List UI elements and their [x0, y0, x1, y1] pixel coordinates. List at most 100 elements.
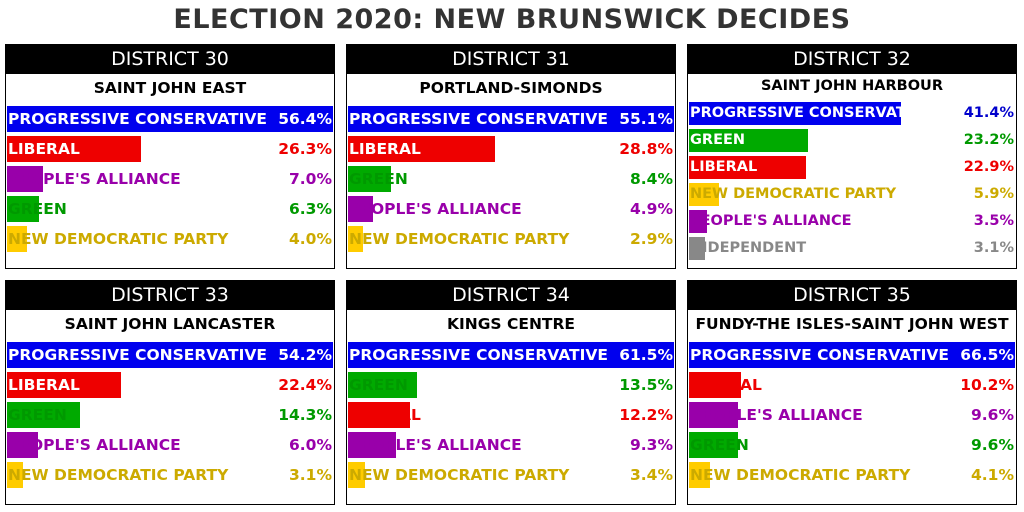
district-panel: DISTRICT 34 KINGS CENTRE PROGRESSIVE CONSE…: [346, 280, 676, 505]
result-bar: [348, 342, 674, 368]
result-bar: [689, 156, 806, 179]
party-label: GREEN: [8, 406, 67, 424]
district-number: DISTRICT 34: [347, 281, 675, 310]
party-label: NEW DEMOCRATIC PARTY: [690, 466, 911, 484]
district-number: DISTRICT 32: [688, 45, 1016, 74]
party-percentage: 10.2%: [960, 376, 1014, 394]
party-percentage: 61.5%: [619, 346, 673, 364]
party-percentage: 4.0%: [289, 230, 332, 248]
result-bar: [689, 210, 707, 233]
result-bar: [689, 129, 808, 152]
party-percentage: 28.8%: [619, 140, 673, 158]
party-percentage: 66.5%: [960, 346, 1014, 364]
result-row: PEOPLE'S ALLIANCE 3.5%: [688, 210, 1016, 233]
result-bar: [689, 102, 901, 125]
party-label: PEOPLE'S ALLIANCE: [690, 213, 852, 229]
party-percentage: 4.1%: [971, 466, 1014, 484]
party-label: GREEN: [690, 436, 749, 454]
result-row: LIBERAL 22.9%: [688, 156, 1016, 179]
party-label: PROGRESSIVE CONSERVATIVE: [349, 110, 608, 128]
party-label: LIBERAL: [349, 406, 421, 424]
party-label: INDEPENDENT: [690, 240, 807, 256]
result-row: GREEN 8.4%: [347, 166, 675, 192]
result-bar: [689, 342, 1015, 368]
result-bar: [7, 462, 23, 488]
result-row: NEW DEMOCRATIC PARTY 2.9%: [347, 226, 675, 252]
result-bar: [7, 342, 333, 368]
result-row: NEW DEMOCRATIC PARTY 5.9%: [688, 183, 1016, 206]
party-label: NEW DEMOCRATIC PARTY: [349, 230, 570, 248]
party-percentage: 7.0%: [289, 170, 332, 188]
party-percentage: 14.3%: [278, 406, 332, 424]
district-name: SAINT JOHN EAST: [93, 79, 247, 97]
result-bar: [7, 402, 80, 428]
result-row: GREEN 6.3%: [6, 196, 334, 222]
party-label: NEW DEMOCRATIC PARTY: [8, 230, 229, 248]
result-bar: [348, 372, 417, 398]
result-row: GREEN 9.6%: [688, 432, 1016, 458]
result-row: PEOPLE'S ALLIANCE 9.3%: [347, 432, 675, 458]
party-percentage: 6.3%: [289, 200, 332, 218]
district-panel: DISTRICT 32 SAINT JOHN HARBOUR PROGRESSIVE…: [687, 44, 1017, 269]
party-label: GREEN: [8, 200, 67, 218]
party-percentage: 23.2%: [963, 132, 1014, 148]
party-percentage: 22.9%: [963, 159, 1014, 175]
result-row: PEOPLE'S ALLIANCE 7.0%: [6, 166, 334, 192]
result-bar: [7, 136, 141, 162]
result-row: PEOPLE'S ALLIANCE 9.6%: [688, 402, 1016, 428]
result-row: NEW DEMOCRATIC PARTY 4.1%: [688, 462, 1016, 488]
party-label: PROGRESSIVE CONSERVATIVE: [8, 110, 267, 128]
result-row: GREEN 23.2%: [688, 129, 1016, 152]
result-bar: [348, 402, 410, 428]
party-label: PEOPLE'S ALLIANCE: [8, 170, 181, 188]
party-percentage: 6.0%: [289, 436, 332, 454]
party-label: GREEN: [349, 170, 408, 188]
party-label: GREEN: [349, 376, 408, 394]
party-label: PEOPLE'S ALLIANCE: [8, 436, 181, 454]
result-row: NEW DEMOCRATIC PARTY 3.1%: [6, 462, 334, 488]
district-number: DISTRICT 31: [347, 45, 675, 74]
result-bar: [689, 402, 738, 428]
result-row: PROGRESSIVE CONSERVATIVE 66.5%: [688, 342, 1016, 368]
district-panel: DISTRICT 33 SAINT JOHN LANCASTER PROGRESSI…: [5, 280, 335, 505]
district-name: SAINT JOHN HARBOUR: [760, 78, 943, 94]
result-row: LIBERAL 10.2%: [688, 372, 1016, 398]
result-bar: [7, 106, 333, 132]
result-bar: [348, 196, 373, 222]
party-percentage: 13.5%: [619, 376, 673, 394]
result-bar: [7, 196, 39, 222]
result-row: NEW DEMOCRATIC PARTY 3.4%: [347, 462, 675, 488]
party-percentage: 41.4%: [963, 105, 1014, 121]
party-percentage: 9.3%: [630, 436, 673, 454]
result-bar: [689, 462, 710, 488]
party-label: GREEN: [690, 132, 746, 148]
result-row: PROGRESSIVE CONSERVATIVE 41.4%: [688, 102, 1016, 125]
district-name: PORTLAND-SIMONDS: [419, 79, 603, 97]
party-label: PEOPLE'S ALLIANCE: [690, 406, 863, 424]
party-percentage: 22.4%: [278, 376, 332, 394]
party-label: PROGRESSIVE CONSERVATIVE: [690, 105, 933, 121]
party-percentage: 3.1%: [973, 240, 1014, 256]
result-bar: [689, 237, 705, 260]
result-row: PROGRESSIVE CONSERVATIVE 55.1%: [347, 106, 675, 132]
party-label: LIBERAL: [349, 140, 421, 158]
party-percentage: 3.4%: [630, 466, 673, 484]
district-name: SAINT JOHN LANCASTER: [64, 315, 276, 333]
result-row: LIBERAL 28.8%: [347, 136, 675, 162]
result-row: LIBERAL 22.4%: [6, 372, 334, 398]
result-bar: [7, 166, 43, 192]
page-title: ELECTION 2020: NEW BRUNSWICK DECIDES: [173, 4, 851, 35]
result-bar: [348, 462, 365, 488]
party-label: PEOPLE'S ALLIANCE: [349, 200, 522, 218]
result-bar: [348, 226, 363, 252]
result-bar: [348, 136, 495, 162]
result-row: PROGRESSIVE CONSERVATIVE 61.5%: [347, 342, 675, 368]
party-percentage: 3.5%: [973, 213, 1014, 229]
party-percentage: 55.1%: [619, 110, 673, 128]
result-row: LIBERAL 12.2%: [347, 402, 675, 428]
district-panel: DISTRICT 30 SAINT JOHN EAST PROGRESSIVE CO…: [5, 44, 335, 269]
party-percentage: 9.6%: [971, 406, 1014, 424]
district-panel: DISTRICT 31 PORTLAND-SIMONDS PROGRESSIVE C…: [346, 44, 676, 269]
party-percentage: 2.9%: [630, 230, 673, 248]
district-number: DISTRICT 30: [6, 45, 334, 74]
